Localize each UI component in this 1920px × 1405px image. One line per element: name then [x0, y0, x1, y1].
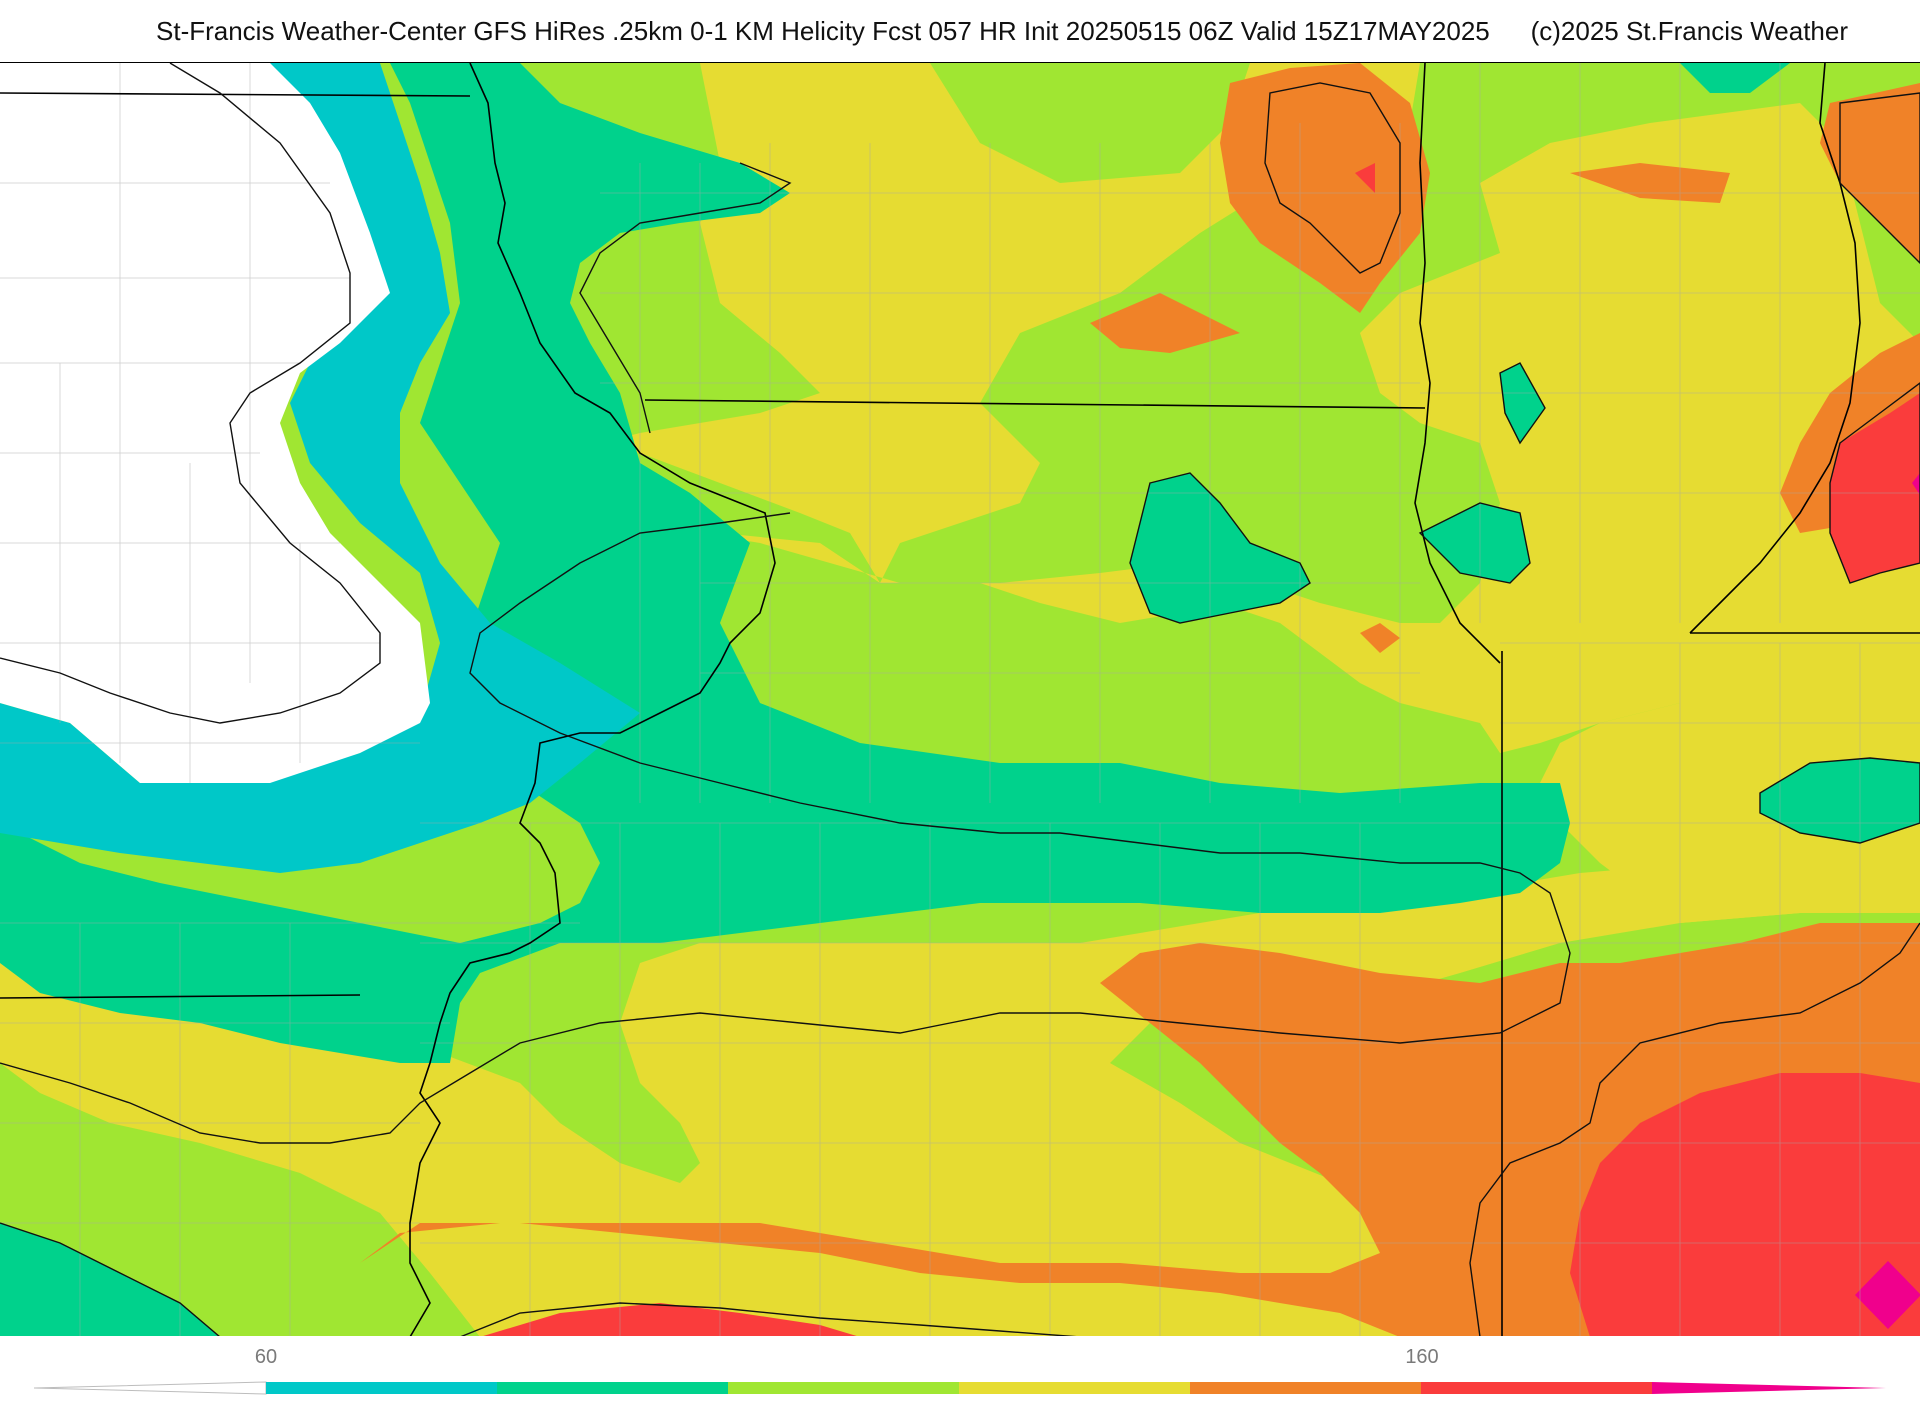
legend-segment-1: [266, 1382, 497, 1394]
legend-tick-label-60: 60: [254, 1346, 278, 1368]
field-green-west: [0, 63, 1570, 1063]
legend-colorbar: [33, 1381, 1886, 1395]
field-orange-spot-north: [1090, 293, 1240, 353]
legend-segment-7: [1652, 1382, 1886, 1394]
field-orange-spot-center: [1360, 623, 1400, 653]
helicity-map: [0, 62, 1920, 1338]
field-yellow-south: [0, 823, 1920, 1337]
field-magenta-se: [1855, 1261, 1920, 1329]
field-red-spot-north: [1355, 163, 1375, 193]
field-green-south: [0, 1223, 220, 1337]
field-red-south: [480, 1303, 860, 1337]
field-red-ne: [1830, 393, 1920, 583]
field-green-blob-1: [1130, 473, 1310, 623]
map-canvas: [0, 62, 1920, 1338]
field-magenta-ne: [1912, 473, 1920, 495]
field-orange-south: [360, 923, 1920, 1337]
legend-segment-6: [1421, 1382, 1652, 1394]
field-green-north-top: [1680, 63, 1790, 93]
field-none-west: [0, 63, 430, 783]
field-cyan-west: [0, 63, 640, 873]
color-legend: 60 160: [0, 1336, 1920, 1400]
field-green-blob-4: [1760, 758, 1920, 843]
legend-segment-3: [728, 1382, 959, 1394]
state-borders: [0, 62, 1920, 1338]
legend-tick-label-160: 160: [1405, 1346, 1439, 1368]
field-green-blob-3: [1420, 503, 1530, 583]
legend-segment-0: [33, 1381, 267, 1395]
contour-lines: [0, 62, 1920, 1338]
field-orange-northcenter: [1220, 63, 1430, 313]
field-red-se: [1570, 1073, 1920, 1337]
header: St-Francis Weather-Center GFS HiRes .25k…: [0, 0, 1920, 62]
legend-segment-4: [959, 1382, 1190, 1394]
map-title: St-Francis Weather-Center GFS HiRes .25k…: [156, 16, 1490, 46]
legend-bar: [33, 1381, 1886, 1395]
legend-segment-5: [1190, 1382, 1421, 1394]
county-lines: [0, 63, 1920, 1337]
copyright-text: (c)2025 St.Francis Weather: [1530, 16, 1848, 46]
legend-segment-2: [497, 1382, 728, 1394]
